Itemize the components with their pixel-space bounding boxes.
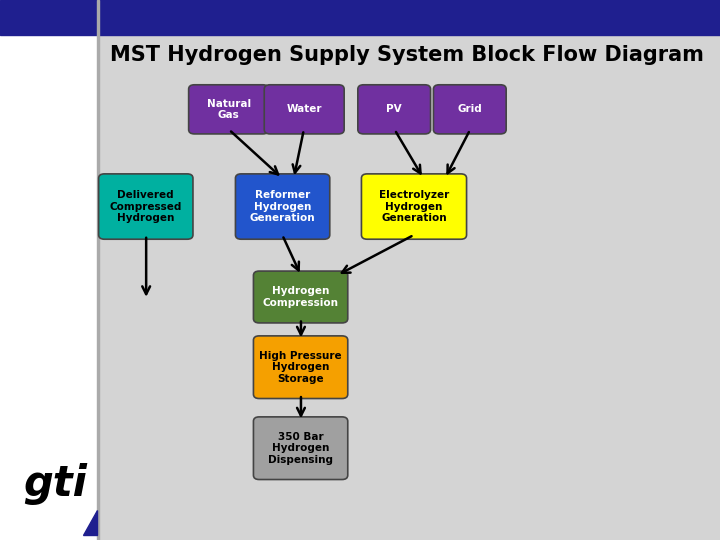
- FancyBboxPatch shape: [264, 85, 344, 134]
- FancyBboxPatch shape: [361, 174, 467, 239]
- Text: Reformer
Hydrogen
Generation: Reformer Hydrogen Generation: [250, 190, 315, 223]
- Text: gti: gti: [23, 463, 87, 505]
- Polygon shape: [83, 510, 97, 535]
- Text: Natural
Gas: Natural Gas: [207, 98, 251, 120]
- Text: Water: Water: [287, 104, 322, 114]
- Text: MST Hydrogen Supply System Block Flow Diagram: MST Hydrogen Supply System Block Flow Di…: [110, 45, 703, 65]
- Bar: [0, 0, 97, 540]
- FancyBboxPatch shape: [253, 271, 348, 323]
- Bar: [97, 0, 99, 540]
- Text: High Pressure
Hydrogen
Storage: High Pressure Hydrogen Storage: [259, 350, 342, 384]
- Text: Electrolyzer
Hydrogen
Generation: Electrolyzer Hydrogen Generation: [379, 190, 449, 223]
- Text: Delivered
Compressed
Hydrogen: Delivered Compressed Hydrogen: [109, 190, 182, 223]
- FancyBboxPatch shape: [189, 85, 269, 134]
- FancyBboxPatch shape: [235, 174, 330, 239]
- FancyBboxPatch shape: [99, 174, 193, 239]
- FancyBboxPatch shape: [433, 85, 506, 134]
- FancyBboxPatch shape: [253, 417, 348, 480]
- Text: Grid: Grid: [457, 104, 482, 114]
- Text: 350 Bar
Hydrogen
Dispensing: 350 Bar Hydrogen Dispensing: [268, 431, 333, 465]
- Text: PV: PV: [387, 104, 402, 114]
- FancyBboxPatch shape: [253, 336, 348, 399]
- FancyBboxPatch shape: [358, 85, 431, 134]
- Text: Hydrogen
Compression: Hydrogen Compression: [263, 286, 338, 308]
- Bar: [0, 0, 720, 35]
